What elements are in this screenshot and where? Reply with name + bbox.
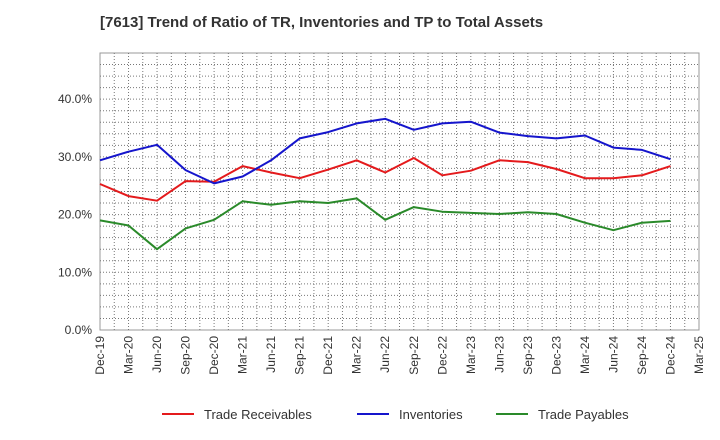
x-tick-label: Sep-20 xyxy=(179,336,193,375)
x-tick-label: Sep-24 xyxy=(635,336,649,375)
x-tick-label: Dec-19 xyxy=(93,336,107,375)
x-tick-label: Jun-23 xyxy=(492,336,506,373)
x-tick-label: Mar-25 xyxy=(692,336,706,374)
x-tick-label: Sep-22 xyxy=(407,336,421,375)
x-tick-label: Sep-23 xyxy=(521,336,535,375)
y-tick-label: 20.0% xyxy=(58,208,92,222)
x-tick-label: Mar-24 xyxy=(578,336,592,374)
x-tick-label: Mar-21 xyxy=(236,336,250,374)
y-tick-label: 30.0% xyxy=(58,150,92,164)
x-tick-label: Mar-20 xyxy=(122,336,136,374)
y-tick-label: 40.0% xyxy=(58,92,92,106)
x-tick-label: Mar-23 xyxy=(464,336,478,374)
legend-label: Inventories xyxy=(399,407,463,422)
x-tick-label: Dec-24 xyxy=(663,336,677,375)
x-tick-label: Jun-24 xyxy=(606,336,620,373)
series-line xyxy=(99,157,671,202)
x-tick-label: Jun-20 xyxy=(150,336,164,373)
series-line xyxy=(99,117,671,185)
x-tick-label: Jun-21 xyxy=(264,336,278,373)
chart-title: [7613] Trend of Ratio of TR, Inventories… xyxy=(100,14,544,31)
x-tick-label: Dec-23 xyxy=(549,336,563,375)
legend-label: Trade Payables xyxy=(538,407,629,422)
x-tick-label: Mar-22 xyxy=(350,336,364,374)
x-tick-label: Jun-22 xyxy=(378,336,392,373)
series-line xyxy=(99,197,671,251)
x-tick-label: Dec-20 xyxy=(207,336,221,375)
x-tick-label: Sep-21 xyxy=(293,336,307,375)
x-tick-label: Dec-22 xyxy=(435,336,449,375)
y-tick-label: 0.0% xyxy=(65,323,93,337)
x-tick-label: Dec-21 xyxy=(321,336,335,375)
y-tick-label: 10.0% xyxy=(58,265,92,279)
legend-label: Trade Receivables xyxy=(204,407,312,422)
